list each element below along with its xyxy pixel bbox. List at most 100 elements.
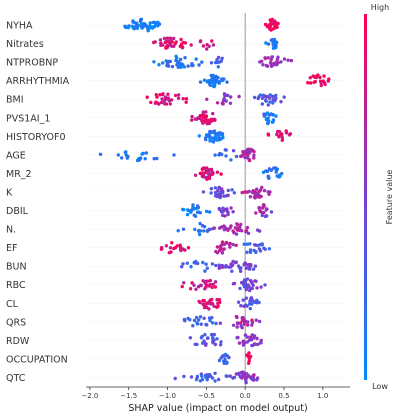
shap-point [273, 22, 277, 26]
shap-point [248, 149, 252, 153]
shap-point [248, 262, 253, 267]
shap-point [228, 101, 233, 106]
shap-point [271, 101, 275, 105]
shap-point [216, 76, 220, 80]
shap-point [203, 333, 207, 337]
shap-point [147, 26, 151, 30]
shap-point [202, 78, 207, 82]
shap-point [248, 195, 253, 199]
shap-point [183, 56, 187, 60]
shap-point [186, 246, 191, 250]
shap-point [248, 267, 252, 271]
shap-point [286, 58, 290, 62]
shap-point [262, 112, 266, 116]
shap-point [202, 113, 206, 118]
shap-point [186, 316, 190, 321]
shap-point [252, 153, 256, 157]
shap-point [207, 210, 212, 214]
shap-point [190, 281, 194, 285]
shap-point [246, 373, 250, 377]
shap-point [274, 167, 278, 171]
shap-point [257, 300, 261, 305]
shap-point [269, 57, 273, 62]
shap-point [263, 98, 268, 103]
shap-point [155, 95, 159, 99]
shap-point [222, 194, 226, 198]
shap-point [268, 100, 272, 104]
shap-point [202, 316, 206, 320]
shap-point [217, 298, 222, 302]
shap-point [253, 195, 257, 200]
shap-point [240, 190, 244, 195]
shap-point [311, 74, 315, 78]
shap-point [225, 80, 229, 84]
shap-point [276, 21, 280, 26]
shap-point [205, 373, 209, 377]
shap-point [204, 209, 209, 214]
shap-point [240, 317, 245, 322]
shap-point [208, 79, 212, 83]
shap-point [193, 214, 198, 218]
shap-point [255, 336, 259, 341]
shap-point [271, 20, 275, 24]
shap-point [238, 225, 242, 229]
shap-point [257, 319, 262, 324]
shap-point [245, 242, 249, 246]
shap-point [229, 95, 233, 99]
shap-point [217, 263, 221, 267]
shap-point [231, 376, 235, 380]
shap-point [213, 371, 217, 375]
shap-point [213, 135, 217, 139]
shap-point [268, 61, 273, 65]
shap-point [267, 192, 271, 196]
shap-point [98, 152, 103, 156]
shap-point [228, 245, 232, 249]
shap-point [218, 226, 222, 230]
shap-point [265, 111, 270, 115]
shap-point [182, 374, 186, 379]
shap-point [279, 132, 284, 136]
shap-point [157, 22, 162, 26]
shap-point [218, 208, 222, 212]
shap-point [210, 321, 215, 325]
shap-point [180, 265, 184, 269]
x-tick-label: 0.5 [278, 392, 289, 400]
shap-point [170, 64, 175, 69]
shap-point [217, 134, 221, 138]
shap-point [215, 170, 220, 174]
shap-point [167, 99, 171, 103]
shap-point [207, 44, 211, 48]
shap-point [241, 343, 246, 347]
shap-point [280, 171, 284, 176]
shap-point [220, 251, 225, 255]
shap-point [219, 172, 223, 176]
shap-point [243, 190, 247, 194]
shap-point [262, 204, 266, 208]
shap-point [176, 93, 181, 97]
shap-point [250, 286, 254, 291]
shap-point [267, 247, 272, 251]
shap-point [148, 21, 152, 25]
shap-point [242, 304, 246, 308]
shap-point [199, 283, 203, 288]
shap-point [255, 286, 259, 290]
shap-point [272, 37, 277, 42]
shap-point [214, 249, 218, 254]
shap-point [217, 266, 221, 270]
shap-point [245, 250, 249, 254]
shap-point [200, 167, 204, 171]
feature-label: NTPROBNP [6, 58, 58, 69]
shap-point [204, 110, 208, 114]
shap-point [200, 224, 205, 228]
shap-point [269, 210, 274, 214]
shap-point [241, 298, 245, 302]
feature-label: PVS1AI_1 [6, 113, 50, 124]
shap-point [252, 334, 257, 338]
shap-point [231, 242, 235, 247]
shap-point [248, 248, 253, 252]
shap-point [198, 221, 202, 226]
shap-point [224, 154, 228, 158]
shap-point [201, 190, 206, 194]
shap-point [220, 265, 225, 269]
